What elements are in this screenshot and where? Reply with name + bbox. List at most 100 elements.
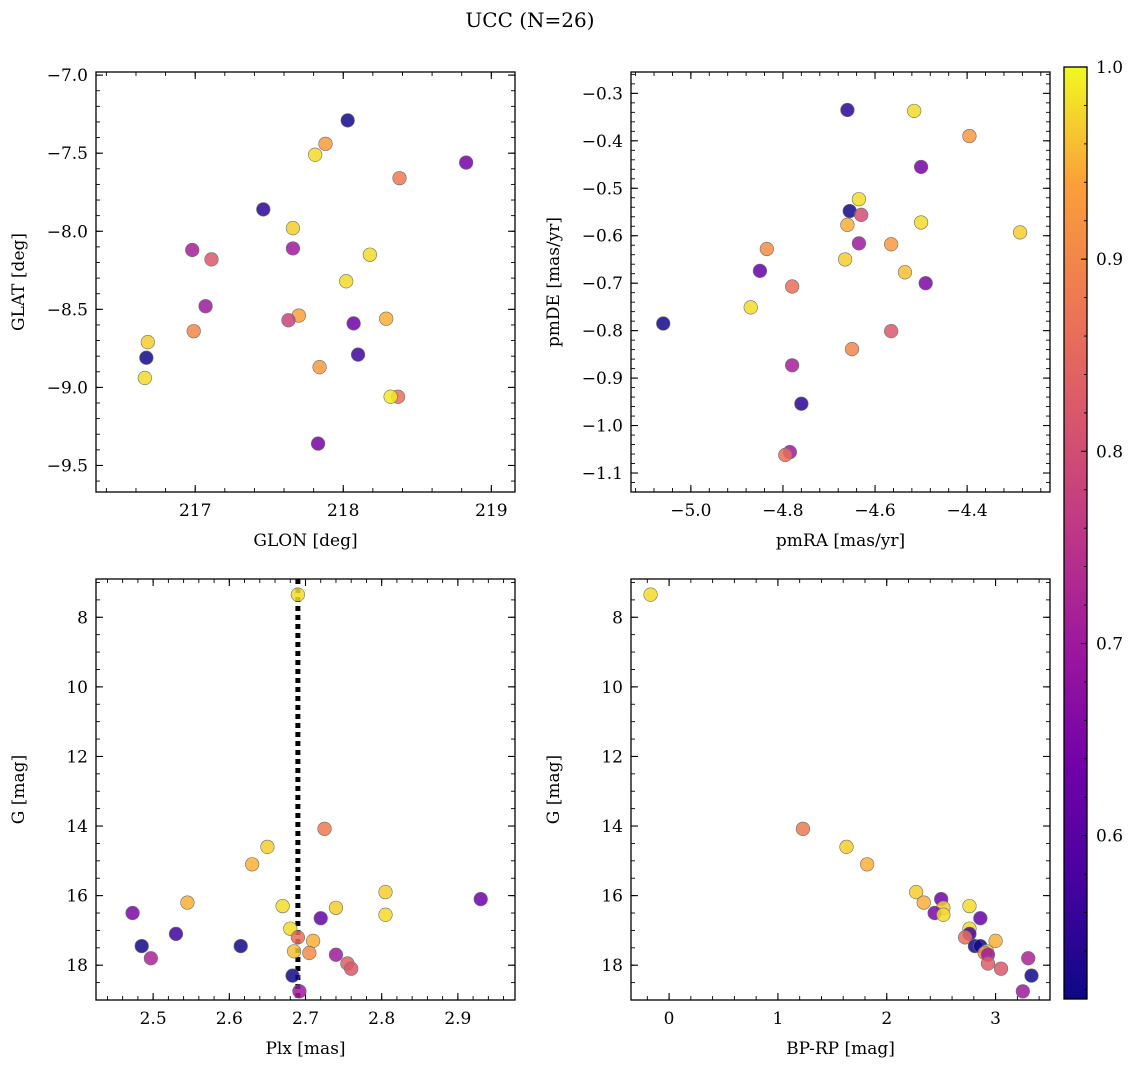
scatter-point [851, 192, 867, 207]
scatter-point [328, 947, 344, 962]
scatter-point [785, 279, 800, 294]
scatter-point [838, 252, 853, 267]
scatter-point [980, 956, 996, 971]
y-tick-label: −0.7 [582, 274, 623, 294]
scatter-point [285, 221, 301, 236]
y-tick-label: 16 [66, 887, 88, 907]
x-axis-label: GLON [deg] [253, 531, 357, 551]
y-tick-label: 16 [601, 887, 623, 907]
y-tick-label: 8 [77, 608, 88, 628]
scatter-point [378, 907, 393, 922]
scatter-point [275, 898, 290, 914]
scatter-point [317, 821, 332, 836]
x-tick-label: 3 [990, 1009, 1001, 1029]
scatter-point [306, 933, 321, 948]
scatter-point [134, 938, 149, 954]
y-tick-label: −7.5 [47, 144, 88, 164]
scatter-point [1012, 225, 1028, 240]
scatter-point [125, 905, 140, 921]
scatter-point [840, 102, 855, 118]
scatter-point [344, 961, 359, 976]
scatter-point [962, 898, 977, 914]
scatter-point [180, 895, 195, 910]
scatter-point [656, 316, 671, 331]
scatter-point [897, 265, 913, 280]
scatter-point [1015, 984, 1030, 999]
scatter-point [1021, 951, 1036, 966]
scatter-point [328, 900, 344, 915]
y-tick-label: −0.5 [582, 179, 623, 199]
y-tick-label: 10 [66, 678, 88, 698]
scatter-point [383, 389, 398, 404]
scatter-point [913, 215, 929, 230]
colorbar: 0.6 0.7 0.8 0.9 1.0 [1063, 58, 1123, 1000]
x-tick-label: 0 [664, 1009, 675, 1029]
scatter-point [839, 839, 854, 855]
panel-glon_glat: 217 218 219 −9.5 −9.0 −8.5 −8.0 −7.5 −7.0 GLON [d… [9, 66, 516, 551]
y-axis-label: GLAT [deg] [9, 233, 29, 331]
y-tick-label: −1.0 [582, 417, 623, 437]
colorbar-frame [1063, 66, 1088, 1000]
scatter-point [973, 911, 988, 926]
scatter-point [916, 895, 931, 910]
scatter-point [759, 241, 774, 257]
x-tick-label: 2.5 [140, 1009, 167, 1029]
scatter-point [379, 311, 394, 326]
scatter-point [743, 300, 758, 315]
scatter-point [851, 236, 867, 251]
scatter-point [473, 891, 488, 907]
scatter-point [260, 839, 275, 855]
scatter-point [308, 147, 323, 162]
y-tick-label: −9.5 [47, 456, 88, 476]
scatter-point [286, 944, 302, 959]
scatter-point [918, 276, 933, 291]
y-tick-label: 12 [66, 747, 88, 767]
y-tick-label: −9.0 [47, 378, 88, 398]
y-axis-label: G [mag] [544, 755, 564, 824]
scatter-point [643, 587, 658, 602]
y-tick-label: 18 [601, 956, 623, 976]
scatter-point [185, 242, 200, 258]
scatter-point [884, 237, 899, 252]
scatter-point [913, 159, 929, 175]
colorbar-tick-label: 0.8 [1096, 442, 1123, 462]
scatter-point [936, 907, 951, 922]
scatter-point [958, 930, 973, 945]
scatter-point [318, 136, 333, 151]
y-tick-label: −0.4 [582, 132, 623, 152]
scatter-point [794, 396, 809, 411]
scatter-point [840, 217, 855, 232]
panel-pmra_pmde: −5.0 −4.8 −4.6 −4.4 −1.1 −1.0 −0.9 −0.8 −0.7 −0.6… [544, 71, 1051, 551]
x-tick-label: 219 [475, 501, 507, 521]
y-tick-label: 18 [66, 956, 88, 976]
scatter-point [340, 113, 355, 128]
figure-title: UCC (N=26) [465, 8, 594, 32]
y-tick-label: 14 [66, 817, 88, 837]
plot-frame [95, 71, 516, 493]
colorbar-tick-label: 0.9 [1096, 250, 1123, 270]
y-tick-label: 10 [601, 678, 623, 698]
scatter-point [907, 103, 922, 119]
x-tick-label: 1 [773, 1009, 784, 1029]
scatter-point [139, 350, 154, 365]
y-axis-label: pmDE [mas/yr] [544, 217, 564, 347]
scatter-point [140, 335, 155, 350]
scatter-point [962, 128, 977, 144]
colorbar-gradient [1064, 67, 1087, 999]
scatter-point [204, 252, 219, 267]
scatter-point [256, 202, 271, 217]
scatter-point [198, 299, 213, 314]
x-tick-label: −5.0 [670, 501, 711, 521]
scatter-point [993, 961, 1009, 976]
x-tick-label: −4.8 [762, 501, 803, 521]
x-tick-label: −4.4 [946, 501, 987, 521]
scatter-point [245, 857, 260, 872]
y-tick-label: −7.0 [47, 66, 88, 86]
scatter-point [302, 945, 317, 961]
scatter-point [292, 984, 307, 999]
scatter-point [285, 241, 301, 256]
y-axis-label: G [mag] [9, 755, 29, 824]
scatter-point [281, 313, 296, 328]
y-tick-label: −8.5 [47, 300, 88, 320]
